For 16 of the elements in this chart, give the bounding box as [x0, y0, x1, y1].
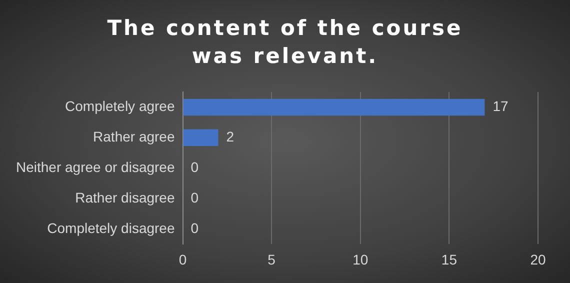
y-tick-label: Completely agree — [65, 98, 175, 114]
y-tick-label: Neither agree or disagree — [16, 158, 175, 175]
data-label: 17 — [492, 98, 508, 114]
data-label: 2 — [226, 128, 234, 145]
x-tick-label: 10 — [352, 251, 368, 268]
chart-title: The content of the course was relevant. — [106, 15, 464, 70]
data-label: 0 — [190, 220, 199, 236]
x-tick-label: 0 — [178, 251, 187, 268]
y-tick-label: Completely disagree — [47, 220, 175, 236]
x-tick-label: 5 — [268, 251, 276, 268]
x-tick-label: 15 — [441, 251, 458, 268]
y-tick-label: Rather disagree — [75, 189, 175, 206]
y-tick-label: Rather agree — [93, 128, 175, 145]
x-tick-label: 20 — [530, 251, 546, 268]
data-label: 0 — [190, 189, 199, 206]
data-label: 0 — [190, 158, 199, 175]
